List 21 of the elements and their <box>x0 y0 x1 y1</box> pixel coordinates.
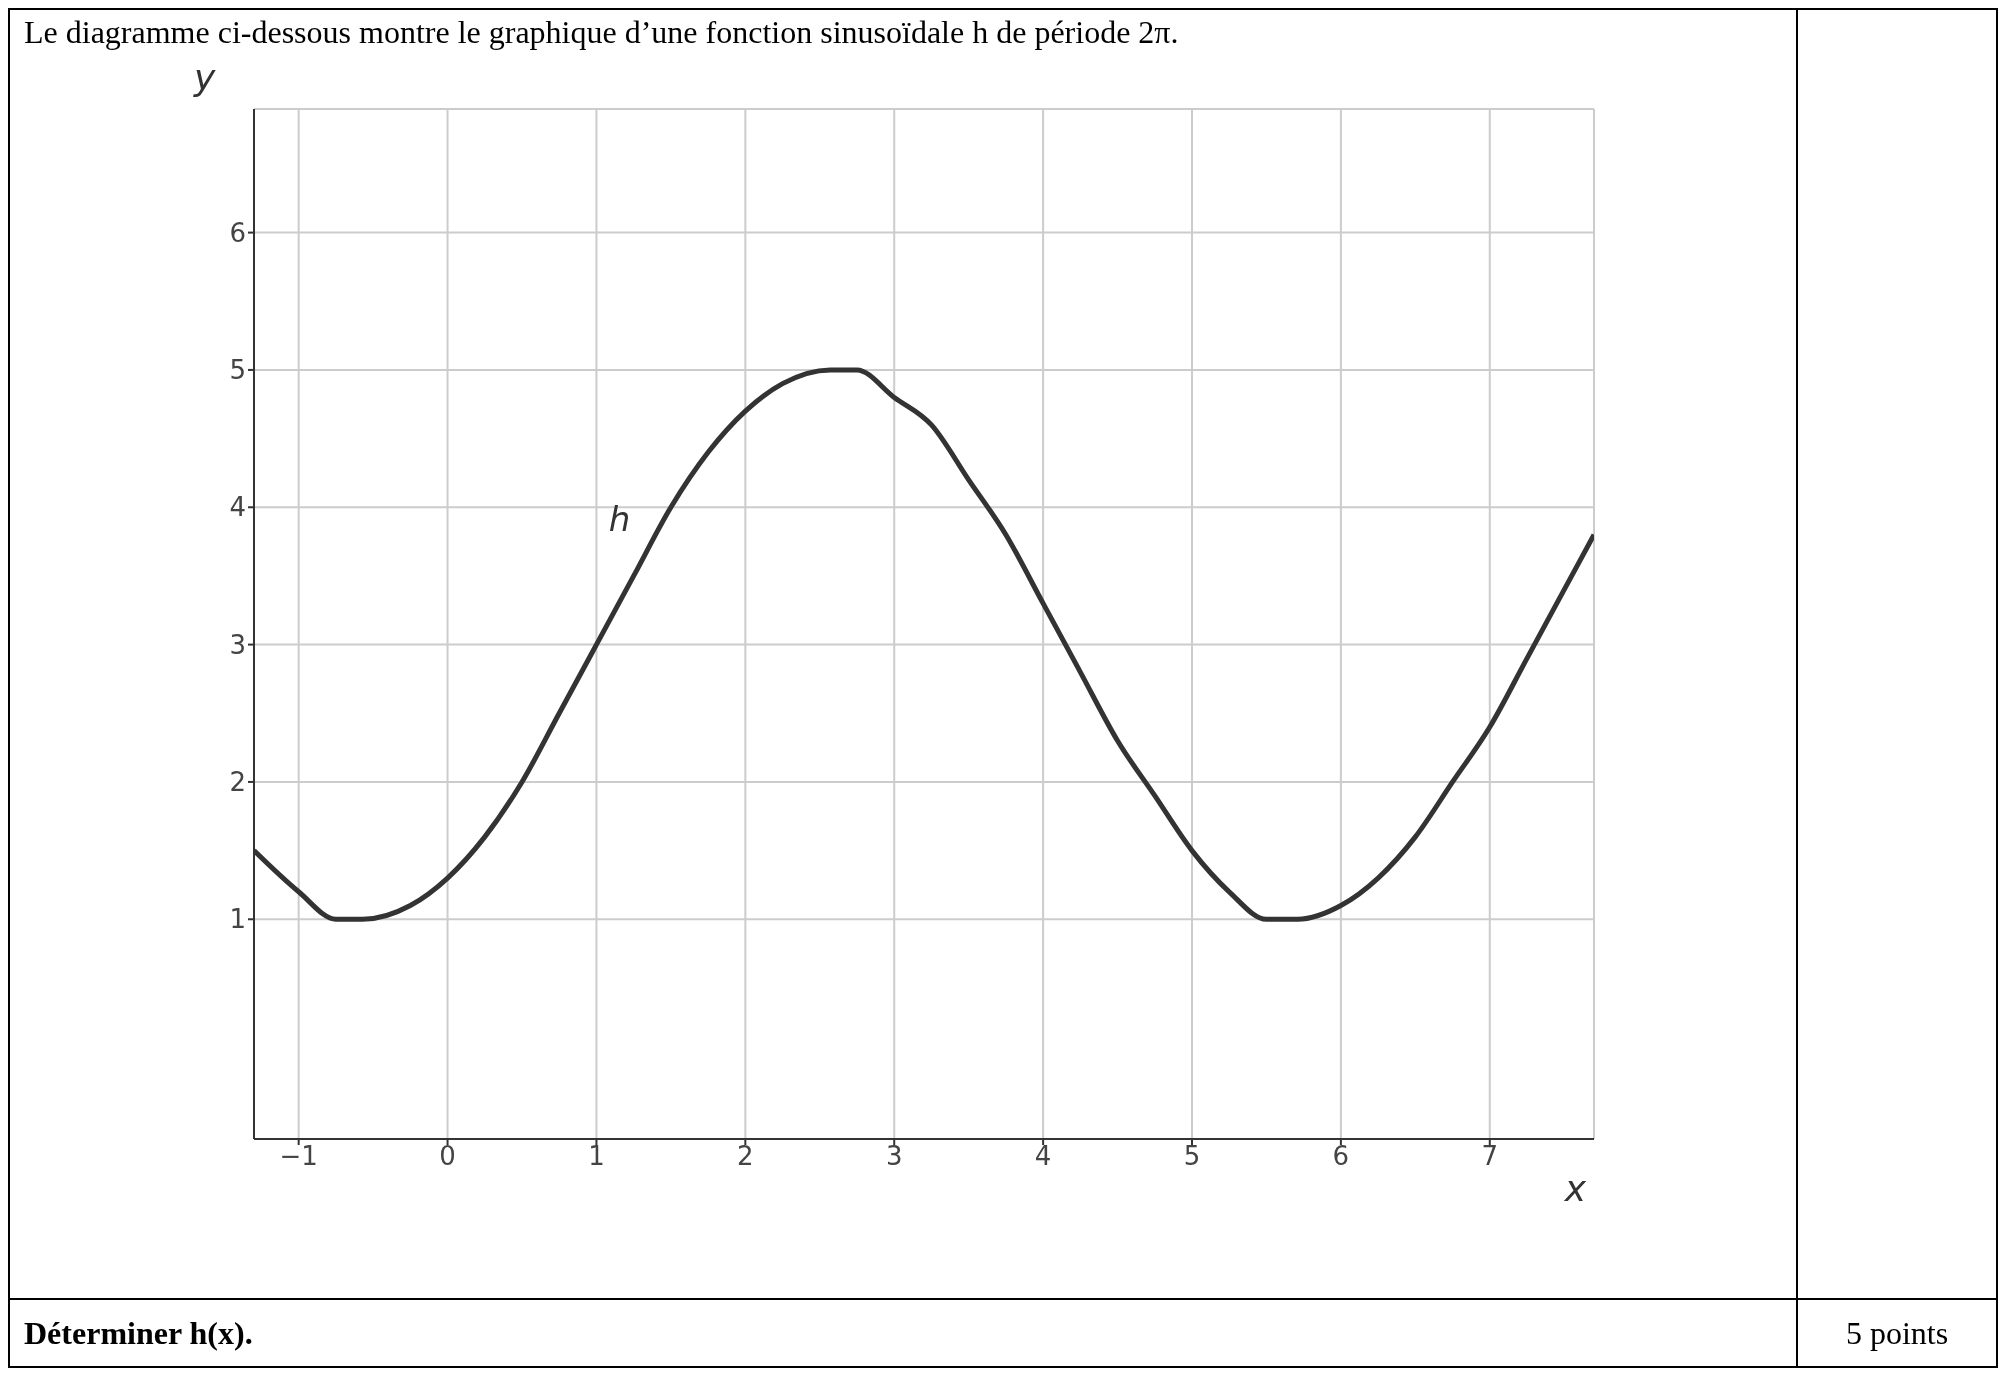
x-tick-label: 7 <box>1481 1141 1499 1172</box>
x-tick-label: 6 <box>1332 1141 1350 1172</box>
y-tick-label: 1 <box>229 904 246 935</box>
x-tick-label: 4 <box>1034 1141 1052 1172</box>
x-tick-label: −1 <box>279 1141 318 1172</box>
x-axis-title: x <box>1563 1168 1587 1209</box>
y-tick-label: 6 <box>229 217 246 248</box>
y-tick-label: 2 <box>229 767 246 798</box>
y-tick-label: 5 <box>229 355 246 386</box>
x-tick-label: 2 <box>737 1141 754 1172</box>
text: 5 points <box>1845 1314 1949 1352</box>
x-tick-label: 5 <box>1183 1141 1201 1172</box>
y-axis-title: y <box>193 56 216 98</box>
x-tick-label: 1 <box>588 1141 605 1172</box>
series-label: h <box>608 498 631 539</box>
text: Déterminer h(x). <box>24 1314 253 1352</box>
chart-title: Le diagramme ci-dessous montre le graphique d’une fonction sinusoïdale h de période 2π. <box>24 14 1180 51</box>
x-tick-label: 3 <box>885 1141 903 1172</box>
x-tick-label: 0 <box>439 1141 456 1172</box>
y-tick-label: 3 <box>229 629 246 660</box>
y-tick-label: 4 <box>229 492 246 523</box>
